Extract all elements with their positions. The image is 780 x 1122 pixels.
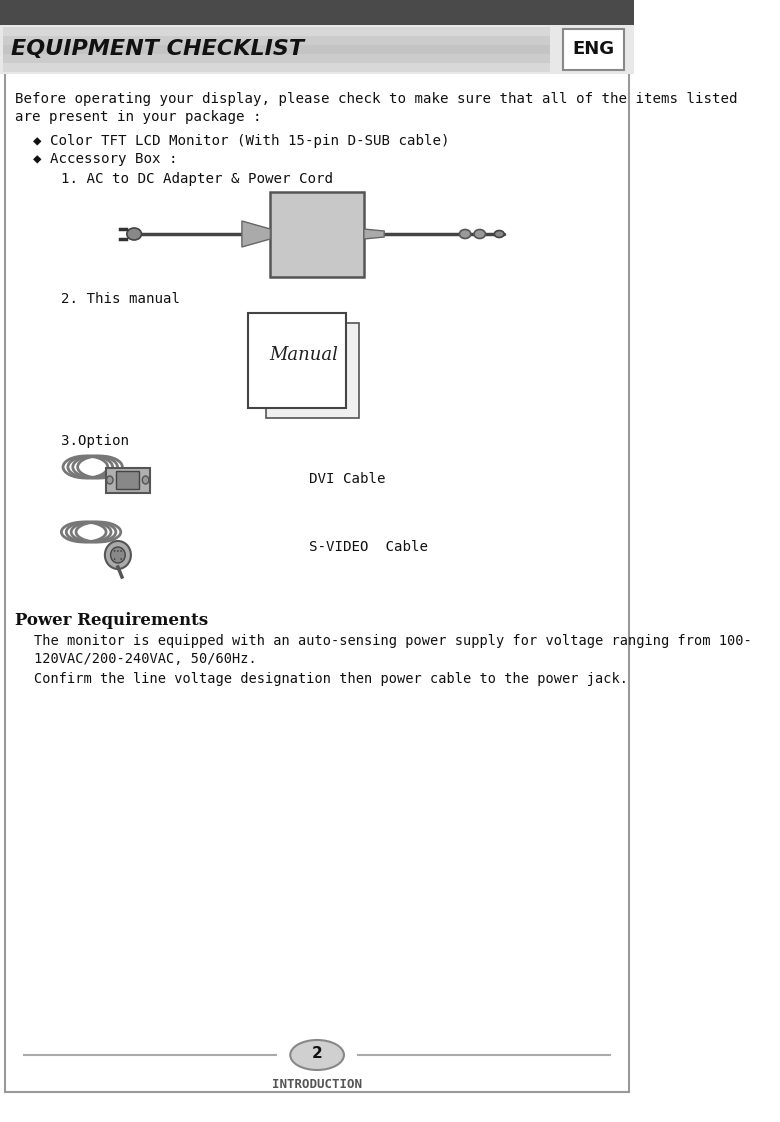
Ellipse shape (120, 550, 122, 552)
Bar (0, 0, 634, 25)
Polygon shape (242, 221, 271, 247)
Ellipse shape (114, 550, 115, 552)
Bar (116, 471, 139, 489)
Bar (271, 192, 363, 276)
Ellipse shape (117, 550, 119, 552)
Text: Before operating your display, please check to make sure that all of the items l: Before operating your display, please ch… (15, 92, 737, 105)
FancyBboxPatch shape (248, 313, 346, 407)
Text: 2: 2 (312, 1047, 322, 1061)
Text: 3.Option: 3.Option (61, 434, 129, 448)
Bar (3, 27, 550, 36)
Ellipse shape (142, 476, 149, 484)
Bar (3, 63, 550, 72)
Ellipse shape (105, 541, 131, 569)
Polygon shape (363, 229, 385, 239)
Ellipse shape (111, 548, 126, 563)
Bar (106, 468, 151, 493)
Ellipse shape (114, 558, 115, 560)
Ellipse shape (495, 230, 504, 238)
Text: The monitor is equipped with an auto-sensing power supply for voltage ranging fr: The monitor is equipped with an auto-sen… (34, 634, 752, 649)
Ellipse shape (290, 1040, 344, 1070)
Text: 1. AC to DC Adapter & Power Cord: 1. AC to DC Adapter & Power Cord (61, 172, 333, 186)
Bar (0, 25, 634, 74)
FancyBboxPatch shape (266, 322, 360, 417)
Text: Confirm the line voltage designation then power cable to the power jack.: Confirm the line voltage designation the… (34, 672, 628, 686)
Text: ENG: ENG (573, 39, 615, 57)
Text: DVI Cable: DVI Cable (309, 472, 385, 486)
Ellipse shape (459, 230, 471, 239)
Bar (563, 29, 624, 70)
Text: 120VAC/200-240VAC, 50/60Hz.: 120VAC/200-240VAC, 50/60Hz. (34, 652, 257, 666)
Bar (3, 54, 550, 63)
Bar (3, 45, 550, 54)
Text: INTRODUCTION: INTRODUCTION (272, 1078, 362, 1092)
Ellipse shape (107, 476, 113, 484)
Ellipse shape (127, 228, 141, 240)
Text: Power Requirements: Power Requirements (15, 611, 207, 629)
Text: Manual: Manual (269, 346, 338, 364)
Ellipse shape (474, 230, 485, 239)
Ellipse shape (120, 558, 122, 560)
Text: 2. This manual: 2. This manual (61, 292, 180, 306)
Text: S-VIDEO  Cable: S-VIDEO Cable (309, 540, 428, 554)
Text: EQUIPMENT CHECKLIST: EQUIPMENT CHECKLIST (12, 38, 304, 58)
Text: ◆ Color TFT LCD Monitor (With 15-pin D-SUB cable): ◆ Color TFT LCD Monitor (With 15-pin D-S… (33, 134, 449, 148)
Text: ◆ Accessory Box :: ◆ Accessory Box : (33, 151, 177, 166)
Text: are present in your package :: are present in your package : (15, 110, 261, 125)
Bar (3, 36, 550, 45)
